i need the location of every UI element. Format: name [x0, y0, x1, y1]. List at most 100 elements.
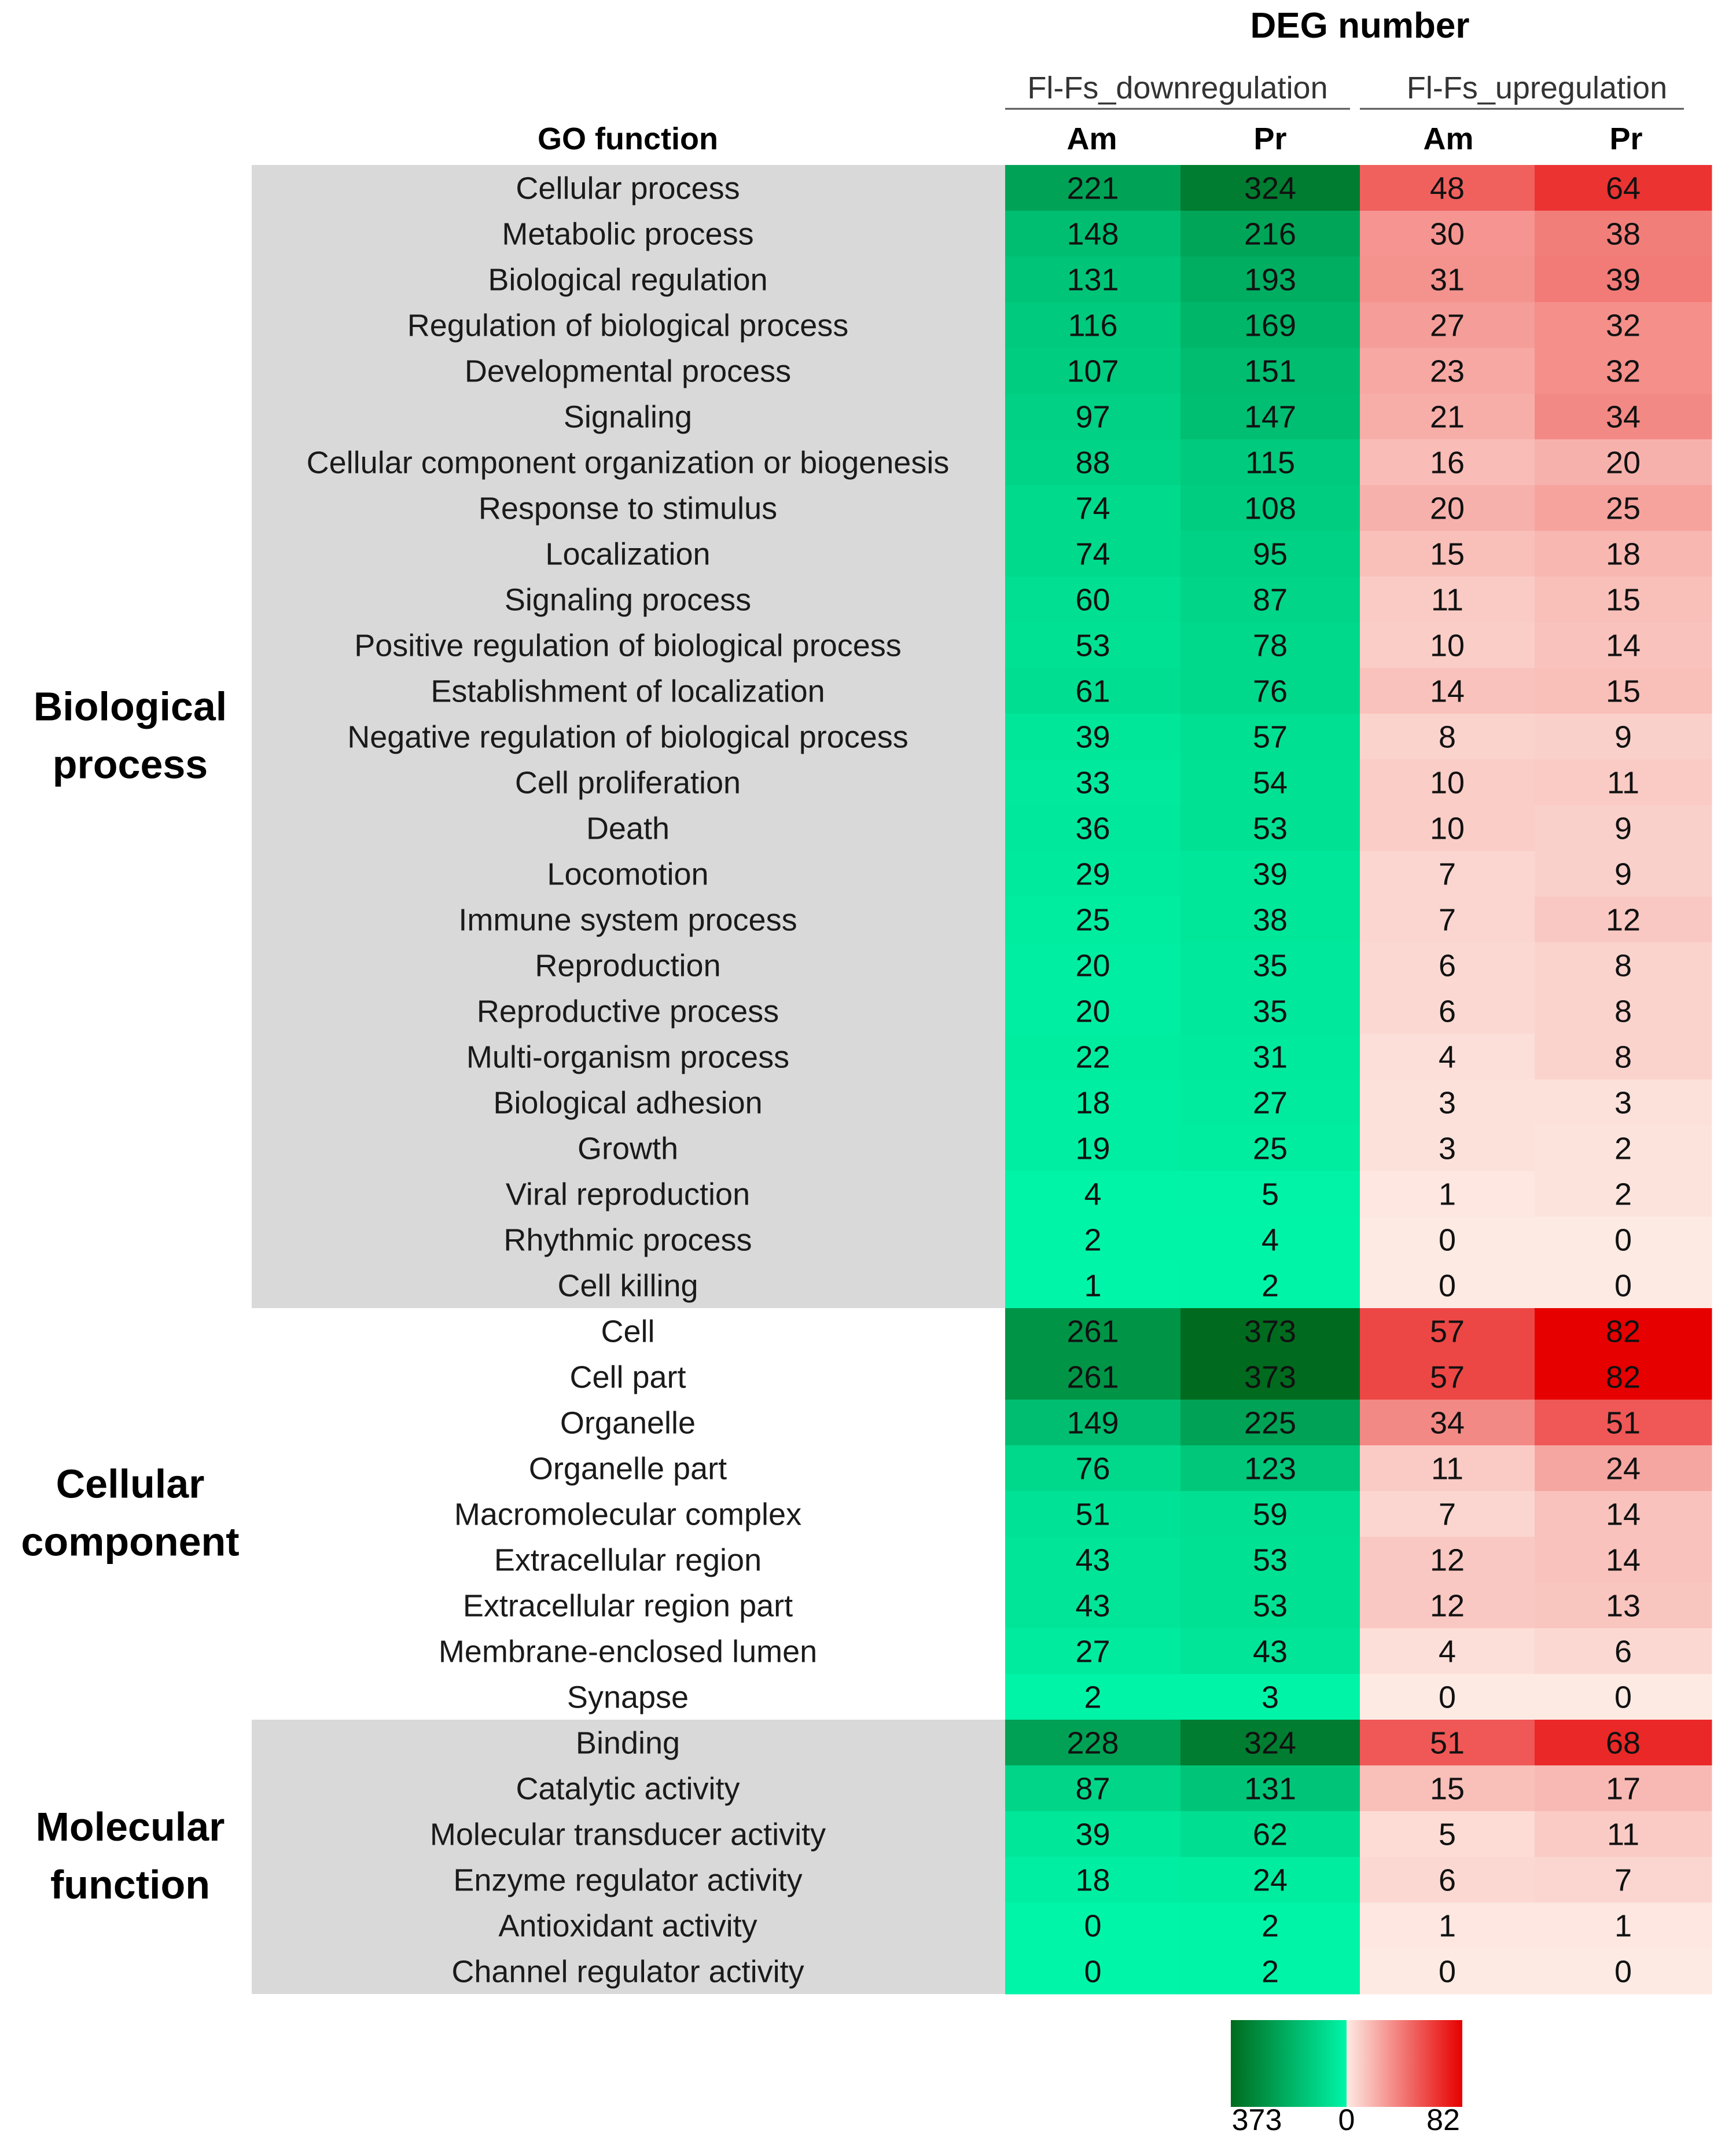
row-label: Organelle	[560, 1406, 696, 1441]
heatmap-cell	[1180, 714, 1360, 760]
category-label: component	[21, 1519, 239, 1565]
cell-value-label: 39	[1075, 720, 1110, 755]
heatmap-cell	[1005, 211, 1181, 257]
heatmap-cell	[1005, 1674, 1181, 1720]
heatmap-cell	[1180, 1674, 1360, 1720]
row-label: Antioxidant activity	[498, 1909, 757, 1944]
cell-value-label: 6	[1439, 1863, 1456, 1898]
row-label: Extracellular region part	[463, 1589, 793, 1624]
cell-value-label: 12	[1430, 1543, 1465, 1578]
cell-value-label: 11	[1607, 766, 1639, 801]
heatmap-cell	[1535, 1903, 1712, 1949]
cell-value-label: 53	[1075, 629, 1110, 663]
row-label: Developmental process	[465, 354, 791, 389]
heatmap-cell	[1360, 1445, 1535, 1492]
heatmap-cell	[1005, 1903, 1181, 1949]
cell-value-label: 38	[1606, 217, 1641, 252]
heatmap-cell	[1535, 1582, 1712, 1629]
heatmap-cell	[1180, 1857, 1360, 1903]
heatmap-cell	[1535, 1445, 1712, 1492]
heatmap-cell	[1360, 988, 1535, 1034]
row-label: Immune system process	[458, 903, 797, 938]
heatmap-cell	[1360, 1948, 1535, 1995]
heatmap-cell	[1535, 348, 1712, 394]
heatmap-cell	[1535, 988, 1712, 1034]
heatmap-cell	[1360, 1171, 1535, 1217]
cell-value-label: 31	[1253, 1040, 1288, 1075]
heatmap-cell	[1360, 1034, 1535, 1080]
legend-label-max-down: 373	[1232, 2103, 1282, 2137]
row-label: Growth	[578, 1132, 678, 1166]
heatmap-cell	[1360, 165, 1535, 211]
cell-value-label: 53	[1253, 1589, 1288, 1624]
heatmap-cell	[1005, 1125, 1181, 1172]
cell-value-label: 34	[1430, 1406, 1465, 1441]
cell-value-label: 43	[1075, 1589, 1110, 1624]
heatmap-cell	[1535, 1308, 1712, 1354]
cell-value-label: 57	[1430, 1314, 1465, 1349]
cell-value-label: 31	[1430, 263, 1465, 298]
cell-value-label: 18	[1075, 1086, 1110, 1121]
heatmap-cell	[1180, 1400, 1360, 1446]
row-label: Regulation of biological process	[407, 309, 848, 343]
category-label: process	[53, 742, 208, 787]
heatmap-cell	[1180, 851, 1360, 897]
cell-value-label: 11	[1607, 1817, 1639, 1852]
cell-value-label: 82	[1606, 1360, 1641, 1395]
cell-value-label: 61	[1075, 674, 1110, 709]
row-label: Response to stimulus	[479, 491, 777, 526]
heatmap-cell	[1005, 394, 1181, 440]
heatmap-cell	[1005, 1400, 1181, 1446]
column-header-up-pr: Pr	[1609, 122, 1642, 156]
row-label: Locomotion	[547, 857, 708, 892]
cell-value-label: 15	[1606, 583, 1641, 618]
heatmap-cell	[1535, 1171, 1712, 1217]
cell-value-label: 12	[1606, 903, 1641, 938]
heatmap-cell	[1535, 1217, 1712, 1263]
legend-label-zero: 0	[1338, 2103, 1355, 2137]
heatmap-cell	[1180, 988, 1360, 1034]
cell-value-label: 6	[1614, 1635, 1632, 1669]
heatmap-cell	[1360, 897, 1535, 943]
category-shade	[252, 165, 1005, 1308]
cell-value-label: 4	[1439, 1635, 1456, 1669]
heatmap-cell	[1360, 1674, 1535, 1720]
cell-value-label: 3	[1439, 1086, 1456, 1121]
heatmap-cell	[1005, 577, 1181, 623]
row-label: Cell proliferation	[515, 766, 741, 801]
cell-value-label: 74	[1075, 491, 1110, 526]
cell-value-label: 27	[1253, 1086, 1288, 1121]
heatmap-cell	[1360, 622, 1535, 669]
cell-value-label: 7	[1439, 857, 1456, 892]
heatmap-cell	[1535, 622, 1712, 669]
heatmap-cell	[1535, 1948, 1712, 1995]
heatmap-cell	[1360, 485, 1535, 531]
row-header-go-function: GO function	[538, 122, 718, 156]
heatmap-cell	[1005, 1445, 1181, 1492]
heatmap-cell	[1535, 165, 1712, 211]
cell-value-label: 107	[1066, 354, 1119, 389]
heatmap-cell	[1535, 1720, 1712, 1766]
cell-value-label: 35	[1253, 949, 1288, 983]
row-label: Negative regulation of biological proces…	[347, 720, 909, 755]
heatmap-cell	[1360, 759, 1535, 806]
cell-value-label: 3	[1614, 1086, 1632, 1121]
cell-value-label: 57	[1253, 720, 1288, 755]
cell-value-label: 0	[1084, 1909, 1101, 1944]
cell-value-label: 25	[1253, 1132, 1288, 1166]
cell-value-label: 8	[1614, 994, 1632, 1029]
heatmap-cell	[1535, 256, 1712, 303]
cell-value-label: 5	[1439, 1817, 1456, 1852]
cell-value-label: 88	[1075, 446, 1110, 480]
category-label: Biological	[34, 684, 227, 729]
cell-value-label: 169	[1244, 309, 1296, 343]
cell-value-label: 22	[1075, 1040, 1110, 1075]
cell-value-label: 39	[1075, 1817, 1110, 1852]
row-label: Biological regulation	[488, 263, 767, 298]
heatmap-cell	[1005, 1171, 1181, 1217]
cell-value-label: 261	[1066, 1314, 1119, 1349]
row-label: Signaling	[564, 400, 692, 435]
cell-value-label: 95	[1253, 537, 1288, 572]
cell-value-label: 0	[1439, 1269, 1456, 1304]
cell-value-label: 23	[1430, 354, 1465, 389]
